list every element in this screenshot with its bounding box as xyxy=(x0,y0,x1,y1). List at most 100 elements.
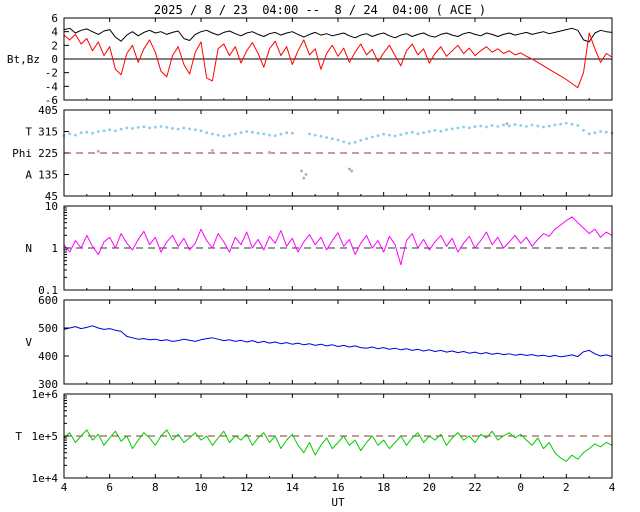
point-Phi xyxy=(85,130,89,134)
panel-border xyxy=(63,109,613,197)
point-Phi xyxy=(348,142,351,145)
x-tick-label: 2 xyxy=(563,481,570,494)
point-Phi xyxy=(182,126,186,130)
point-Phi xyxy=(473,125,477,129)
x-tick-label: 22 xyxy=(468,481,481,494)
point-Phi xyxy=(74,133,77,137)
point-Phi xyxy=(376,134,380,138)
point-Phi xyxy=(587,132,591,136)
point-Phi xyxy=(68,132,72,136)
panel-ylabel-bt_bz: Bt,Bz xyxy=(7,53,40,66)
panel-border xyxy=(63,299,613,385)
panel-t: 1e+61e+51e+44 6 8 10 12 14 16 18 20 22 0 2 4T xyxy=(15,388,615,494)
panel-v: 600 500 400 300 V xyxy=(25,294,613,391)
point-Phi xyxy=(91,131,94,135)
point-Phi xyxy=(485,125,488,129)
y-tick-label: 45 xyxy=(45,190,58,203)
x-tick-label: 12 xyxy=(240,481,253,494)
point-Phi xyxy=(319,134,323,138)
point-Phi-outliers xyxy=(348,167,351,171)
point-Phi xyxy=(79,131,83,135)
point-Phi xyxy=(513,123,517,126)
point-Phi xyxy=(313,133,317,137)
panel-ylabel-phi: Phi xyxy=(12,147,32,160)
y-tick-label: 0 xyxy=(51,53,58,66)
point-Phi-outliers xyxy=(505,122,509,125)
point-Phi xyxy=(239,131,243,135)
point-Phi xyxy=(570,122,574,126)
point-Phi xyxy=(462,125,465,129)
point-Phi xyxy=(96,130,100,133)
point-Phi xyxy=(256,131,260,135)
point-Phi xyxy=(422,131,425,135)
panel-ylabel-t: T xyxy=(15,430,22,443)
point-Phi-outliers xyxy=(300,169,303,173)
x-tick-label: 16 xyxy=(331,481,344,494)
point-Phi xyxy=(336,138,340,142)
y-tick-label: -6 xyxy=(45,94,58,107)
point-Phi-outliers xyxy=(96,149,100,153)
point-Phi xyxy=(576,124,580,127)
point-Phi xyxy=(456,126,460,130)
y-tick-label: 135 xyxy=(38,169,58,182)
point-Phi xyxy=(211,132,214,136)
point-Phi xyxy=(519,124,523,127)
series-Bt xyxy=(63,27,613,43)
point-Phi xyxy=(439,129,443,133)
point-Phi-outliers xyxy=(211,149,214,152)
y-tick-label: 10 xyxy=(45,200,58,213)
point-Phi xyxy=(502,123,505,127)
point-Phi xyxy=(153,125,157,129)
point-Phi xyxy=(604,130,608,134)
point-Phi xyxy=(410,130,414,134)
point-Phi xyxy=(564,121,568,125)
x-tick-label: 8 xyxy=(152,481,159,494)
y-tick-label: -2 xyxy=(45,67,58,80)
point-Phi xyxy=(479,124,483,128)
point-Phi xyxy=(490,124,494,127)
chart-title: 2025 / 8 / 23 04:00 -- 8 / 24 04:00 ( AC… xyxy=(153,3,487,17)
y-tick-label: 4 xyxy=(51,26,58,39)
point-Phi xyxy=(290,131,294,135)
panel-border xyxy=(63,393,613,479)
point-Phi xyxy=(370,135,374,139)
point-Phi xyxy=(342,140,346,144)
y-tick-label: 1e+6 xyxy=(32,388,59,401)
panel-ylabel-v: V xyxy=(25,336,32,349)
point-Phi xyxy=(165,126,169,129)
point-Phi xyxy=(102,129,106,133)
y-tick-label: -4 xyxy=(45,80,59,93)
point-Phi xyxy=(416,132,420,136)
y-tick-label: 2 xyxy=(51,39,58,52)
x-tick-label: 6 xyxy=(106,481,113,494)
point-Phi xyxy=(279,132,283,136)
point-Phi xyxy=(188,127,192,131)
point-Phi xyxy=(114,129,117,133)
point-Phi xyxy=(433,128,437,132)
point-Phi xyxy=(359,138,363,142)
y-tick-label: 405 xyxy=(38,104,58,117)
panel-ylabel-n: N xyxy=(25,242,32,255)
point-Phi xyxy=(330,137,334,141)
point-Phi-outliers xyxy=(302,176,306,180)
point-Phi xyxy=(405,131,408,135)
point-Phi xyxy=(285,131,288,135)
point-Phi xyxy=(467,126,471,130)
point-Phi xyxy=(427,130,431,133)
point-Phi xyxy=(582,128,585,132)
point-Phi xyxy=(530,123,534,127)
point-Phi xyxy=(393,134,397,138)
point-Phi xyxy=(199,129,203,133)
point-Phi xyxy=(599,130,602,133)
x-tick-label: 0 xyxy=(517,481,524,494)
y-tick-label: 300 xyxy=(38,378,58,391)
point-Phi xyxy=(142,125,146,129)
point-Phi xyxy=(136,126,140,129)
x-axis-label: UT xyxy=(331,496,345,509)
point-Phi xyxy=(547,124,551,128)
x-tick-label: 4 xyxy=(609,481,616,494)
point-Phi xyxy=(193,128,197,132)
